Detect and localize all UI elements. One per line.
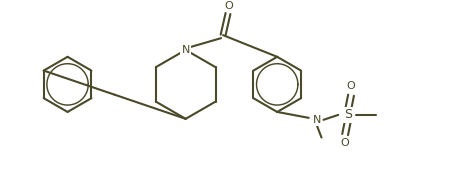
Text: N: N xyxy=(312,115,320,125)
Text: O: O xyxy=(224,1,233,11)
Text: O: O xyxy=(346,81,354,91)
Text: S: S xyxy=(344,108,351,121)
Text: N: N xyxy=(181,45,189,55)
Text: O: O xyxy=(340,139,349,148)
